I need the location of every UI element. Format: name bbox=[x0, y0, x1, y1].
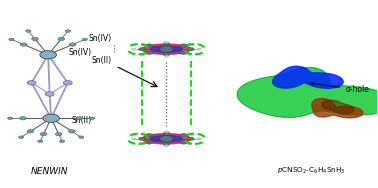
Circle shape bbox=[163, 132, 170, 135]
Circle shape bbox=[180, 51, 187, 55]
Circle shape bbox=[82, 38, 87, 41]
Ellipse shape bbox=[142, 134, 191, 144]
Circle shape bbox=[138, 137, 145, 140]
Circle shape bbox=[187, 137, 194, 140]
Ellipse shape bbox=[142, 44, 191, 54]
Circle shape bbox=[20, 43, 27, 46]
Circle shape bbox=[164, 55, 169, 57]
Circle shape bbox=[197, 138, 201, 140]
Circle shape bbox=[164, 145, 169, 147]
Circle shape bbox=[37, 140, 43, 143]
Circle shape bbox=[180, 44, 187, 47]
Circle shape bbox=[163, 142, 170, 146]
Circle shape bbox=[69, 43, 76, 46]
Circle shape bbox=[141, 53, 146, 55]
Circle shape bbox=[45, 92, 54, 96]
Polygon shape bbox=[322, 100, 354, 114]
Circle shape bbox=[163, 42, 170, 46]
Circle shape bbox=[187, 48, 194, 51]
Circle shape bbox=[187, 143, 192, 145]
Circle shape bbox=[164, 131, 169, 133]
Circle shape bbox=[132, 48, 136, 50]
Circle shape bbox=[43, 114, 59, 122]
Circle shape bbox=[141, 133, 146, 135]
Text: Sn(II): Sn(II) bbox=[72, 116, 92, 125]
Circle shape bbox=[65, 30, 71, 32]
Circle shape bbox=[138, 48, 145, 51]
Circle shape bbox=[40, 132, 47, 136]
Circle shape bbox=[197, 48, 201, 50]
Text: Sn(IV): Sn(IV) bbox=[89, 33, 112, 42]
Text: σ-hole: σ-hole bbox=[311, 82, 369, 94]
Circle shape bbox=[27, 81, 36, 85]
Text: Sn(II): Sn(II) bbox=[92, 56, 112, 65]
Circle shape bbox=[79, 136, 84, 139]
Circle shape bbox=[141, 43, 146, 45]
Text: NENWIN: NENWIN bbox=[31, 167, 68, 176]
Circle shape bbox=[26, 30, 31, 32]
Circle shape bbox=[146, 51, 152, 55]
Polygon shape bbox=[312, 99, 363, 118]
Circle shape bbox=[146, 141, 152, 144]
Circle shape bbox=[180, 133, 187, 137]
Circle shape bbox=[187, 53, 192, 55]
Circle shape bbox=[9, 38, 14, 41]
Circle shape bbox=[164, 41, 169, 43]
Circle shape bbox=[163, 53, 170, 56]
Circle shape bbox=[40, 51, 56, 59]
Circle shape bbox=[63, 81, 72, 85]
Circle shape bbox=[187, 43, 192, 45]
Circle shape bbox=[187, 133, 192, 135]
Text: Sn(IV): Sn(IV) bbox=[69, 49, 92, 58]
Circle shape bbox=[160, 135, 173, 142]
Polygon shape bbox=[237, 68, 378, 117]
Circle shape bbox=[146, 133, 152, 137]
Circle shape bbox=[76, 117, 83, 120]
Circle shape bbox=[32, 37, 38, 41]
Circle shape bbox=[55, 132, 62, 136]
Text: $p$CNSO$_2$-C$_6$H$_4$SnH$_3$: $p$CNSO$_2$-C$_6$H$_4$SnH$_3$ bbox=[277, 166, 345, 176]
Circle shape bbox=[59, 140, 65, 143]
Circle shape bbox=[19, 136, 24, 139]
Circle shape bbox=[160, 46, 173, 53]
Circle shape bbox=[68, 130, 75, 133]
Polygon shape bbox=[273, 66, 343, 88]
Circle shape bbox=[146, 44, 152, 47]
Circle shape bbox=[27, 130, 34, 133]
Circle shape bbox=[58, 37, 65, 41]
Ellipse shape bbox=[150, 46, 183, 52]
Circle shape bbox=[20, 117, 26, 120]
Circle shape bbox=[90, 117, 95, 120]
Circle shape bbox=[8, 117, 13, 120]
Circle shape bbox=[132, 138, 136, 140]
Ellipse shape bbox=[150, 136, 183, 142]
Circle shape bbox=[141, 143, 146, 145]
Circle shape bbox=[180, 141, 187, 144]
